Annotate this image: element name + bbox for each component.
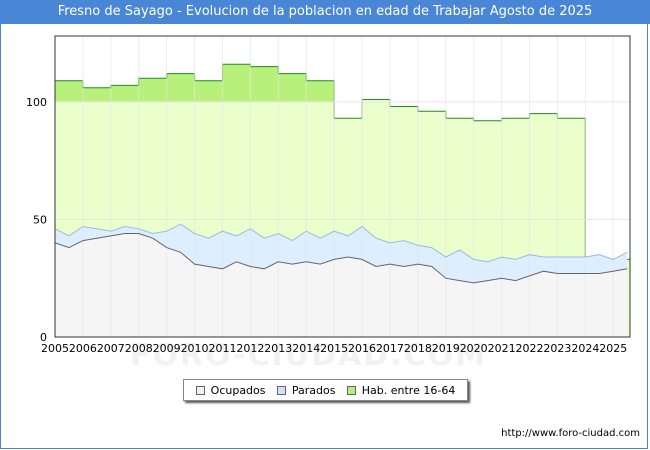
y-tick-label-0: 0	[40, 331, 47, 344]
x-tick-label-2018: 2018	[404, 342, 432, 355]
parados-line	[54, 223, 628, 263]
x-tick-label-2022: 2022	[516, 342, 544, 355]
x-tick-label-2011: 2011	[208, 342, 236, 355]
plot-border	[54, 35, 631, 338]
legend-label-hab: Hab. entre 16-64	[361, 383, 456, 397]
x-tick-label-2023: 2023	[543, 342, 571, 355]
x-tick-label-2021: 2021	[488, 342, 516, 355]
source-url-link[interactable]: http://www.foro-ciudad.com	[501, 428, 640, 439]
x-tick-label-2020: 2020	[460, 342, 488, 355]
x-tick-label-2019: 2019	[432, 342, 460, 355]
x-tick-label-2016: 2016	[348, 342, 376, 355]
legend-item-hab: Hab. entre 16-64	[346, 383, 456, 397]
x-tick-label-2024: 2024	[571, 342, 599, 355]
x-tick-label-2007: 2007	[97, 342, 125, 355]
x-tick-label-2009: 2009	[153, 342, 181, 355]
x-tick-label-2008: 2008	[125, 342, 153, 355]
x-tick-label-2006: 2006	[69, 342, 97, 355]
x-tick-label-2012: 2012	[236, 342, 264, 355]
ocupados-line	[54, 233, 628, 284]
x-tick-label-2005: 2005	[41, 342, 69, 355]
legend-item-parados: Parados	[276, 383, 336, 397]
x-tick-label-2017: 2017	[376, 342, 404, 355]
chart-title: Fresno de Sayago - Evolucion de la pobla…	[0, 0, 650, 24]
chart-frame	[0, 24, 648, 449]
legend-swatch-parados	[276, 385, 286, 395]
x-tick-label-2013: 2013	[264, 342, 292, 355]
legend-label-parados: Parados	[291, 383, 336, 397]
legend-swatch-ocupados	[195, 385, 205, 395]
watermark-text: FORO-CIUDAD.COM	[130, 338, 487, 373]
chart-legend: Ocupados Parados Hab. entre 16-64	[183, 379, 468, 401]
ocupados-area	[55, 233, 628, 337]
y-tick-label-50: 50	[33, 213, 47, 226]
x-tick-label-2014: 2014	[292, 342, 320, 355]
x-tick-label-2015: 2015	[320, 342, 348, 355]
y-tick-label-100: 100	[26, 96, 47, 109]
legend-item-ocupados: Ocupados	[195, 383, 266, 397]
legend-swatch-hab	[346, 385, 356, 395]
x-tick-label-2025: 2025	[599, 342, 627, 355]
x-tick-label-2010: 2010	[181, 342, 209, 355]
legend-label-ocupados: Ocupados	[210, 383, 266, 397]
